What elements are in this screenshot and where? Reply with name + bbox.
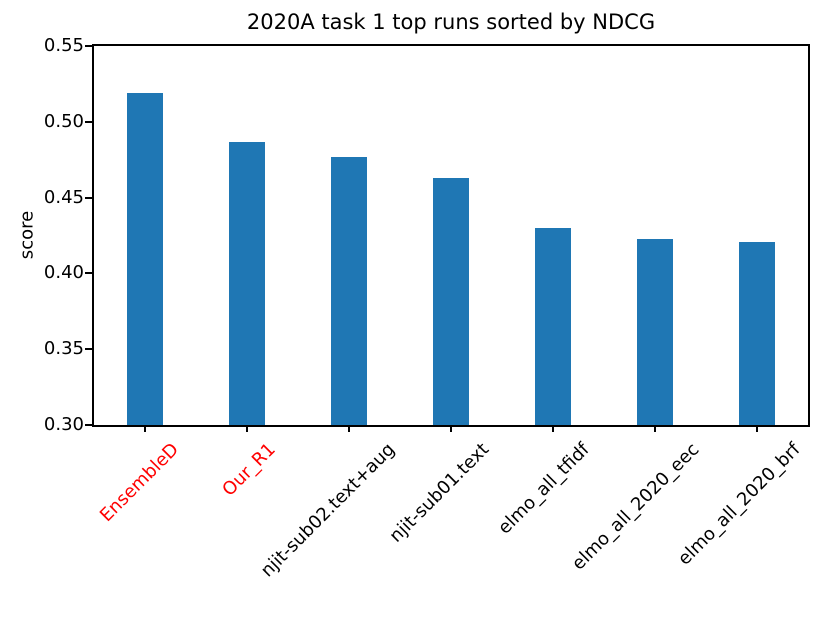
x-tick-label: njit-sub02.text+aug bbox=[256, 439, 399, 582]
bar bbox=[637, 238, 673, 425]
y-tick-label: 0.40 bbox=[43, 262, 84, 284]
x-tick-mark bbox=[246, 427, 248, 432]
y-tick-mark bbox=[85, 45, 92, 47]
y-tick-mark bbox=[85, 272, 92, 275]
bar bbox=[535, 227, 571, 425]
x-tick-mark bbox=[552, 427, 554, 432]
y-tick-mark bbox=[85, 120, 92, 123]
x-tick-label: elmo_all_tfidf bbox=[494, 439, 594, 539]
bar bbox=[127, 92, 163, 425]
bar bbox=[433, 177, 469, 425]
x-tick-mark bbox=[348, 427, 350, 432]
y-tick-label: 0.55 bbox=[43, 35, 84, 56]
y-tick-mark bbox=[85, 424, 92, 426]
x-tick-mark bbox=[654, 427, 656, 432]
y-tick-label: 0.35 bbox=[43, 338, 84, 360]
y-tick-label: 0.30 bbox=[43, 414, 84, 435]
chart-title: 2020A task 1 top runs sorted by NDCG bbox=[246, 10, 656, 34]
bar bbox=[331, 156, 367, 425]
y-tick-label: 0.45 bbox=[43, 186, 84, 208]
bar bbox=[229, 141, 265, 425]
x-tick-mark bbox=[450, 427, 452, 432]
y-axis-label: score bbox=[16, 210, 38, 260]
bar bbox=[739, 241, 775, 425]
x-tick-label: Our_R1 bbox=[218, 439, 280, 501]
y-tick-mark bbox=[85, 348, 92, 351]
y-tick-label: 0.50 bbox=[43, 110, 84, 132]
x-tick-mark bbox=[144, 427, 146, 432]
x-tick-label: njit-sub01.text bbox=[385, 439, 494, 547]
x-tick-label: EnsembleD bbox=[96, 439, 184, 527]
y-tick-mark bbox=[85, 196, 92, 199]
x-tick-mark bbox=[756, 427, 758, 432]
